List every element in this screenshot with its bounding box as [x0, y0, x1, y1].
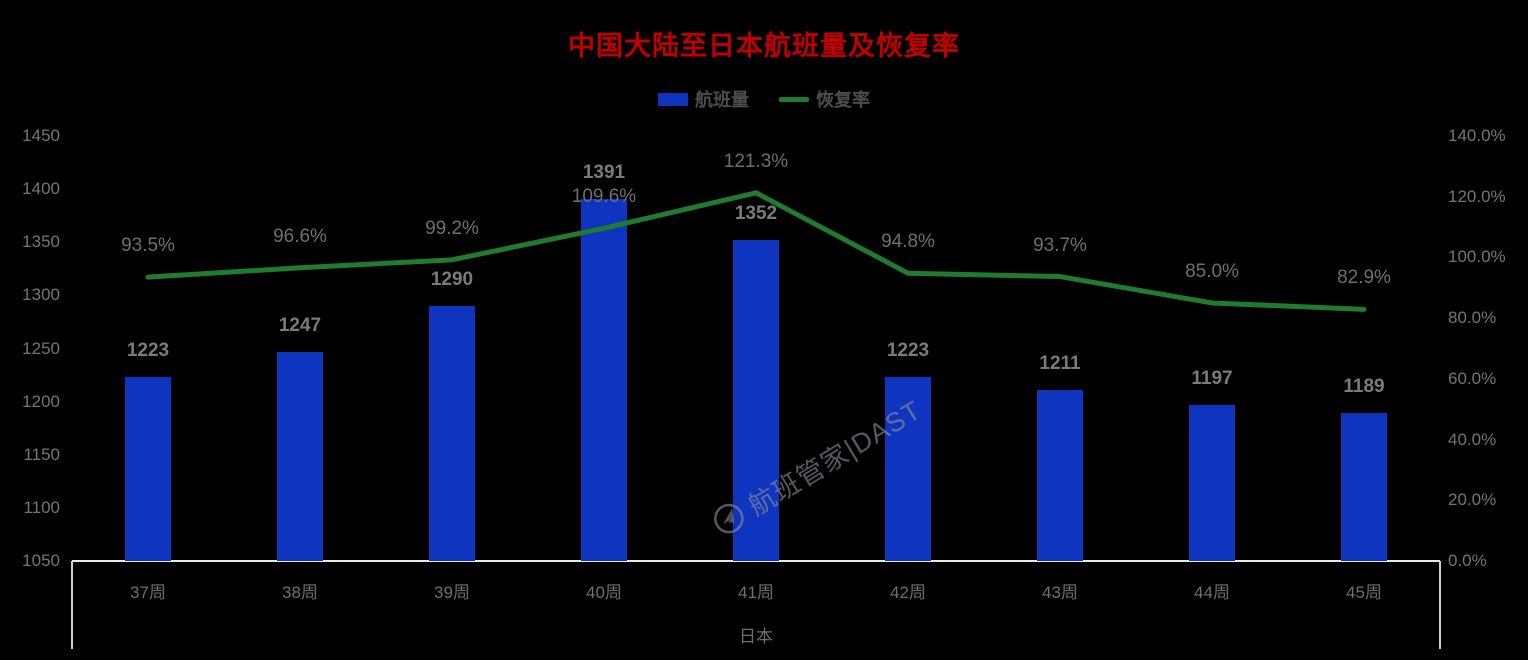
right-axis-tick-label: 0.0%	[1448, 551, 1487, 570]
brand-logo-icon	[714, 503, 744, 534]
right-axis-tick-label: 140.0%	[1448, 126, 1506, 145]
right-axis-tick-label: 60.0%	[1448, 368, 1497, 388]
right-axis-tick-label: 100.0%	[1448, 247, 1506, 267]
left-axis-tick-label: 1100	[23, 497, 60, 517]
left-axis-tick-label: 1200	[22, 391, 60, 411]
line-data-label: 93.7%	[1033, 234, 1087, 256]
line-series-swatch	[779, 96, 809, 102]
x-axis-label-39周: 39周	[434, 583, 470, 602]
x-axis-label-41周: 41周	[738, 583, 774, 602]
x-axis-line	[72, 560, 1440, 562]
right-axis-tick-label: 20.0%	[1448, 490, 1497, 510]
line-data-label: 96.6%	[273, 225, 327, 247]
right-axis-tick-label: 120.0%	[1448, 186, 1506, 206]
bar-data-label: 1352	[734, 203, 778, 225]
bar-data-label: 1211	[1039, 352, 1081, 374]
line-data-label: 93.5%	[121, 235, 175, 257]
bar-40周	[581, 198, 627, 561]
legend: 航班量 恢复率	[0, 86, 1528, 112]
line-data-label: 82.9%	[1337, 267, 1391, 289]
category-box-left-border	[71, 561, 73, 649]
x-axis-label-38周: 38周	[282, 583, 318, 602]
left-axis-tick-label: 1300	[22, 285, 60, 305]
left-axis-tick-label: 1150	[23, 444, 60, 464]
legend-label: 恢复率	[816, 90, 870, 110]
bar-data-label: 1290	[430, 269, 474, 290]
x-axis-label-43周: 43周	[1042, 583, 1078, 602]
bar-data-label: 1391	[582, 161, 626, 183]
bar-37周	[125, 377, 171, 561]
bar-44周	[1189, 404, 1235, 561]
line-data-label: 109.6%	[571, 186, 637, 208]
right-axis-tick-label: 40.0%	[1448, 429, 1497, 449]
bar-45周	[1341, 413, 1387, 561]
right-axis-tick-label: 80.0%	[1448, 308, 1497, 328]
x-axis-label-42周: 42周	[890, 583, 926, 602]
x-axis-label-44周: 44周	[1194, 583, 1230, 602]
bar-series-swatch	[658, 92, 688, 106]
line-data-label: 99.2%	[425, 217, 479, 239]
legend-item-bar: 航班量	[658, 86, 749, 112]
chart-title: 中国大陆至日本航班量及恢复率	[568, 31, 960, 61]
line-data-label: 121.3%	[723, 150, 789, 172]
left-axis-tick-label: 1400	[22, 179, 60, 199]
bar-42周	[885, 377, 931, 561]
bar-43周	[1037, 389, 1083, 561]
left-axis-tick-label: 1050	[22, 551, 60, 570]
bar-38周	[277, 351, 323, 561]
x-axis-label-40周: 40周	[586, 583, 622, 602]
left-axis-tick-label: 1250	[22, 338, 60, 358]
x-axis-label-37周: 37周	[130, 583, 166, 602]
bar-data-label: 1223	[886, 340, 930, 362]
x-axis-group-label: 日本	[739, 627, 773, 646]
line-data-label: 85.0%	[1185, 260, 1239, 282]
left-axis-tick-label: 1350	[22, 232, 60, 252]
bar-data-label: 1189	[1343, 376, 1385, 398]
line-data-label: 94.8%	[881, 231, 935, 253]
bar-data-label: 1247	[278, 314, 322, 336]
legend-label: 航班量	[695, 90, 749, 110]
category-box-right-border	[1439, 561, 1441, 649]
bar-data-label: 1223	[126, 340, 170, 362]
left-axis-tick-label: 1450	[22, 126, 60, 145]
x-axis-label-45周: 45周	[1346, 583, 1382, 602]
watermark: 航班管家|DAST	[704, 385, 931, 545]
bar-39周	[429, 306, 475, 561]
legend-item-line: 恢复率	[779, 86, 870, 112]
bar-data-label: 1197	[1191, 367, 1233, 389]
